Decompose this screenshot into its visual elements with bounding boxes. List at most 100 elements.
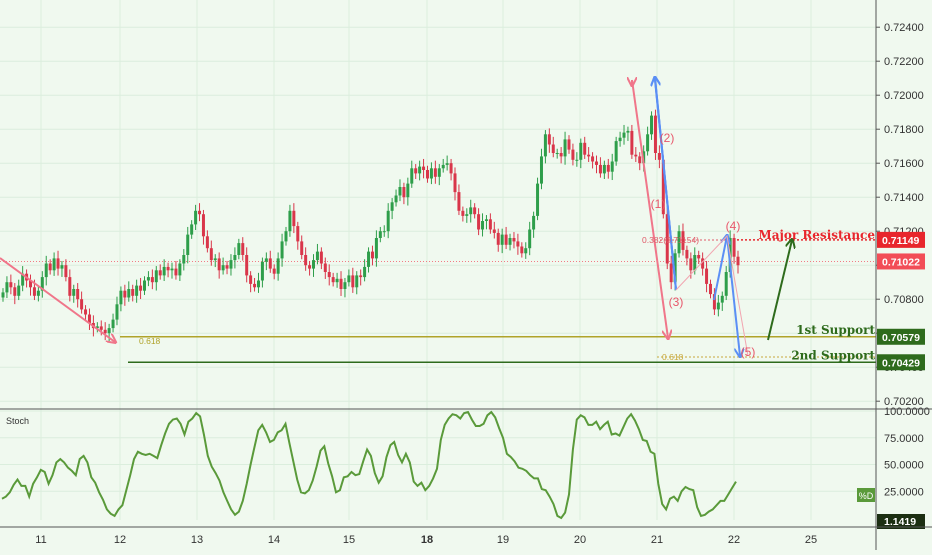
candle-body	[595, 161, 599, 165]
candle-body	[68, 277, 72, 296]
candle-body	[398, 187, 402, 196]
wave-label: (5)	[741, 345, 756, 359]
candle-body	[622, 132, 626, 138]
candle-body	[17, 285, 21, 296]
candle-body	[382, 231, 386, 233]
stoch-title: Stoch	[6, 416, 29, 426]
candle-body	[327, 272, 331, 278]
candle-body	[610, 161, 614, 172]
stoch-tick-label: 25.0000	[884, 486, 924, 498]
candle-body	[123, 290, 127, 298]
candle-body	[425, 170, 429, 179]
candle-body	[36, 290, 40, 296]
price-tick-label: 0.71400	[884, 192, 924, 204]
candle-body	[591, 156, 595, 162]
candle-body	[406, 183, 410, 198]
candle-body	[445, 163, 449, 165]
candle-body	[473, 207, 477, 215]
candle-body	[158, 270, 162, 276]
candle-body	[13, 287, 17, 296]
candle-body	[166, 266, 170, 271]
candle-body	[559, 153, 563, 157]
candle-body	[80, 299, 84, 310]
candle-body	[496, 232, 500, 245]
candle-body	[355, 275, 359, 288]
candle-body	[249, 275, 253, 284]
price-tag	[877, 354, 925, 371]
candle-body	[712, 294, 716, 310]
time-tick-label: 13	[191, 534, 203, 546]
candle-body	[504, 234, 508, 245]
candle-body	[119, 290, 123, 305]
candle-body	[201, 214, 205, 237]
candle-body	[64, 265, 68, 278]
candle-body	[669, 263, 673, 283]
candle-body	[268, 258, 272, 269]
candle-body	[539, 156, 543, 184]
time-tick-label: 22	[728, 534, 740, 546]
candle-body	[528, 229, 532, 249]
price-tick-label: 0.71600	[884, 158, 924, 170]
wave-arrow-blue-4	[713, 236, 727, 301]
candle-body	[583, 142, 587, 155]
candle-body	[264, 258, 268, 262]
candle-body	[598, 164, 602, 174]
candle-body	[461, 210, 465, 216]
candle-body	[689, 258, 693, 271]
candle-body	[174, 268, 178, 276]
candle-body	[182, 255, 186, 264]
candle-body	[304, 255, 308, 266]
candle-body	[237, 243, 241, 255]
candle-body	[437, 168, 441, 177]
candle-body	[142, 280, 146, 291]
time-tick-label: 15	[343, 534, 355, 546]
candle-body	[76, 289, 80, 300]
candle-body	[347, 275, 351, 283]
candle-body	[378, 231, 382, 238]
wave-label: (3)	[669, 295, 684, 309]
candle-body	[44, 263, 48, 278]
candle-body	[40, 277, 44, 291]
candle-body	[221, 265, 225, 271]
candle-body	[488, 219, 492, 230]
time-tick-label: 12	[114, 534, 126, 546]
candle-body	[394, 195, 398, 203]
price-tick-label: 0.70200	[884, 396, 924, 408]
time-tick-label: 25	[805, 534, 817, 546]
price-tick-label: 0.72400	[884, 22, 924, 34]
candle-body	[457, 192, 461, 211]
candle-body	[99, 326, 103, 330]
candle-body	[60, 265, 64, 269]
trend-arrow-left	[0, 257, 115, 342]
candle-body	[308, 265, 312, 269]
candle-body	[135, 285, 139, 296]
candle-body	[209, 248, 213, 261]
candle-body	[646, 134, 650, 152]
candle-body	[233, 255, 237, 261]
candle-body	[547, 134, 551, 145]
candle-body	[229, 260, 233, 269]
candle-body	[665, 214, 669, 264]
stoch-d-line	[1, 410, 737, 520]
candle-body	[708, 283, 712, 295]
candle-body	[606, 164, 610, 172]
candle-body	[587, 154, 591, 157]
candle-body	[508, 238, 512, 245]
price-tick-label: 0.71800	[884, 124, 924, 136]
candle-body	[343, 282, 347, 289]
candle-body	[429, 168, 433, 179]
candle-body	[579, 142, 583, 160]
candle-body	[386, 210, 390, 232]
price-tag-label: 0.70429	[882, 357, 920, 369]
time-tick-label: 14	[268, 534, 280, 546]
candle-body	[433, 168, 437, 177]
candle-body	[661, 159, 665, 215]
second-support-label: 2nd Support	[791, 348, 875, 362]
candle-body	[701, 258, 705, 269]
candle-body	[402, 187, 406, 198]
candle-body	[296, 226, 300, 242]
candle-body	[111, 319, 115, 329]
candle-body	[84, 309, 88, 315]
